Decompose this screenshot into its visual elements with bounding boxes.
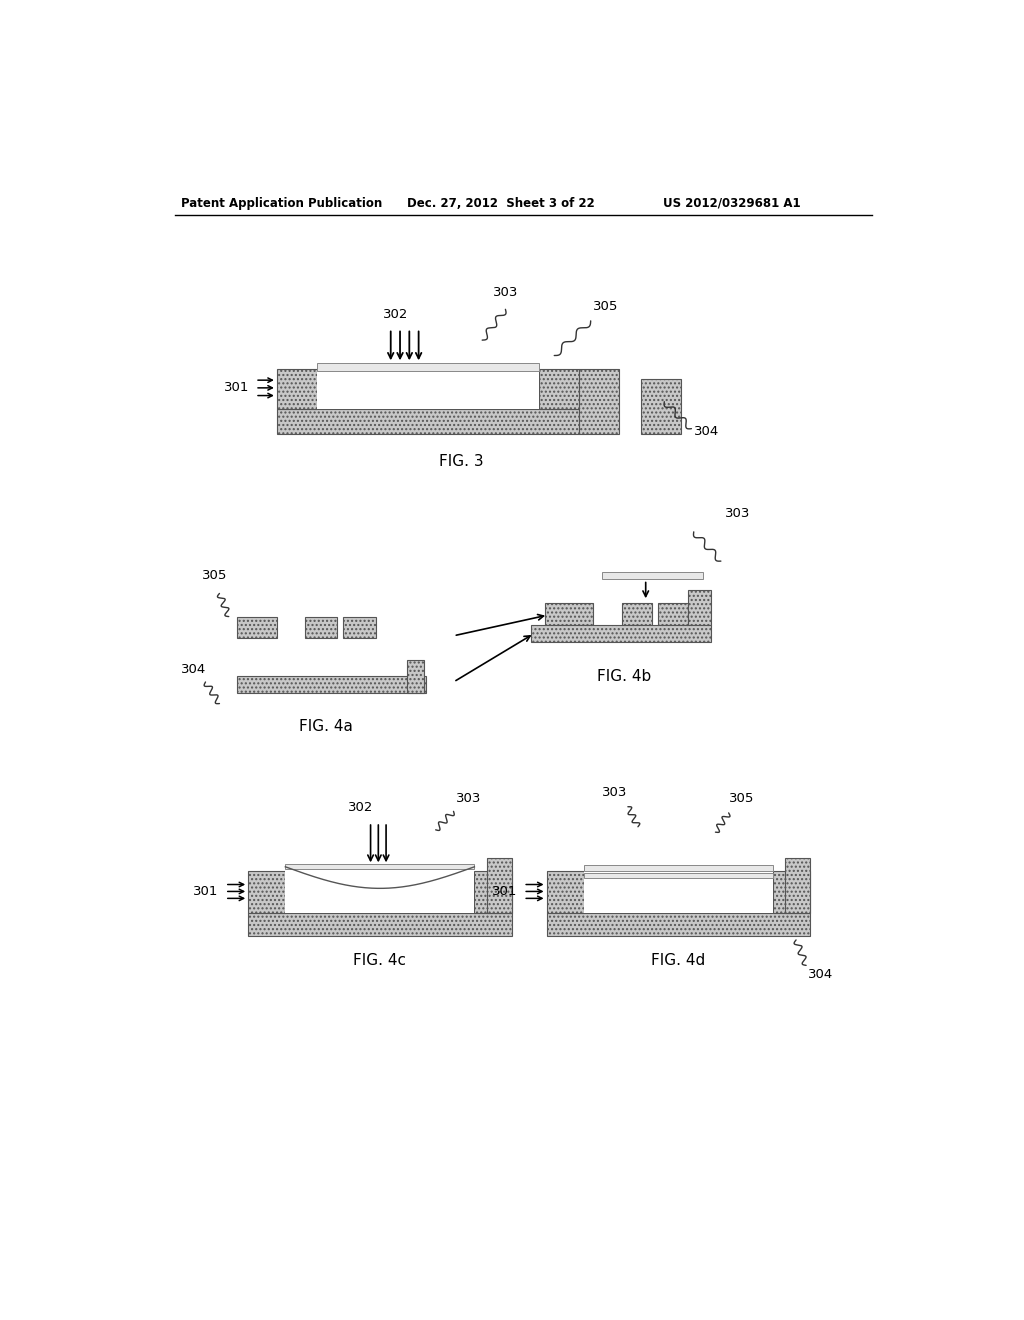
Bar	[687, 590, 711, 626]
Bar	[248, 871, 286, 913]
Bar	[237, 616, 276, 638]
Bar	[623, 603, 652, 626]
Bar	[602, 572, 703, 578]
Text: US 2012/0329681 A1: US 2012/0329681 A1	[663, 197, 801, 210]
Bar	[286, 871, 474, 913]
Text: 305: 305	[202, 569, 227, 582]
Bar	[584, 866, 773, 871]
Bar	[407, 660, 424, 693]
Bar	[773, 871, 810, 913]
Bar	[486, 858, 512, 913]
Bar	[545, 603, 593, 626]
Text: 305: 305	[593, 300, 618, 313]
Text: FIG. 3: FIG. 3	[439, 454, 483, 469]
Bar	[248, 913, 512, 936]
Text: 304: 304	[180, 663, 206, 676]
Text: 304: 304	[693, 425, 719, 438]
Text: 303: 303	[456, 792, 481, 805]
Bar	[286, 863, 474, 869]
Bar	[584, 873, 773, 878]
Bar	[658, 603, 687, 626]
Text: FIG. 4a: FIG. 4a	[299, 719, 352, 734]
Bar	[641, 379, 681, 434]
Bar	[539, 370, 579, 409]
Text: FIG. 4c: FIG. 4c	[353, 953, 407, 968]
Bar	[531, 626, 711, 642]
Text: FIG. 4b: FIG. 4b	[597, 669, 651, 684]
Bar	[276, 409, 579, 434]
Bar	[305, 616, 337, 638]
Bar	[317, 363, 539, 371]
Bar	[547, 871, 584, 913]
Bar	[237, 676, 426, 693]
Text: 302: 302	[383, 308, 409, 321]
Text: 301: 301	[224, 381, 250, 395]
Text: 303: 303	[725, 507, 751, 520]
Bar	[276, 370, 317, 409]
Text: 301: 301	[194, 884, 219, 898]
Bar	[579, 370, 620, 434]
Text: Dec. 27, 2012  Sheet 3 of 22: Dec. 27, 2012 Sheet 3 of 22	[407, 197, 595, 210]
Text: 305: 305	[729, 792, 754, 805]
Text: Patent Application Publication: Patent Application Publication	[180, 197, 382, 210]
Text: 304: 304	[809, 969, 834, 982]
Bar	[343, 616, 376, 638]
Text: 301: 301	[492, 884, 517, 898]
Text: FIG. 4d: FIG. 4d	[651, 953, 706, 968]
Text: 303: 303	[602, 785, 628, 799]
Bar	[785, 858, 810, 913]
Bar	[547, 913, 810, 936]
Bar	[317, 370, 539, 409]
Text: 303: 303	[493, 286, 518, 300]
Bar	[474, 871, 512, 913]
Bar	[584, 871, 773, 913]
Text: 302: 302	[348, 801, 373, 814]
